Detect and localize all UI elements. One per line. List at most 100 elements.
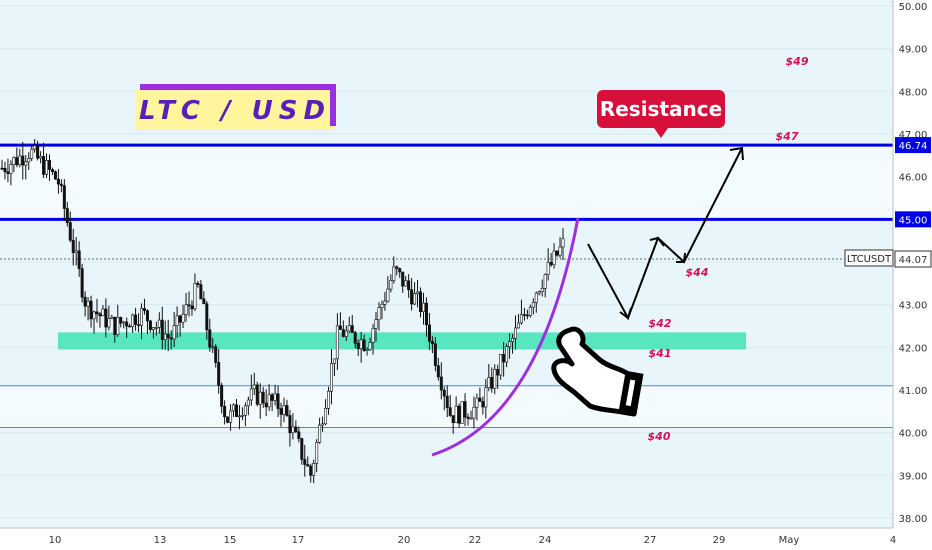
price-tick-label: 48.00 — [899, 87, 928, 98]
candle-body — [499, 354, 503, 376]
candle-body — [413, 293, 417, 305]
candle-body — [433, 343, 437, 366]
candle-body — [270, 394, 274, 401]
candle-body — [62, 185, 66, 209]
price-tick-label: 44.07 — [899, 255, 928, 266]
resistance-zone — [0, 145, 893, 220]
candle-body — [427, 324, 431, 342]
candle-body — [142, 308, 146, 311]
candle-body — [484, 387, 488, 408]
candle-body — [163, 333, 167, 340]
candle-body — [309, 465, 313, 476]
price-tag-bg — [895, 137, 931, 154]
candle-body — [404, 280, 408, 287]
candle-body — [202, 298, 206, 304]
candle-body — [543, 274, 547, 289]
candle-body — [540, 288, 544, 292]
candle-body — [279, 408, 283, 415]
candle-body — [324, 408, 328, 425]
candle-body — [154, 327, 158, 329]
candle-body — [490, 377, 494, 389]
candle-body — [282, 405, 286, 415]
candle-body — [288, 415, 292, 434]
candle-body — [211, 346, 215, 349]
candle-body — [74, 250, 78, 253]
candle-body — [419, 291, 423, 312]
candle-body — [338, 325, 342, 330]
candle-body — [445, 395, 449, 408]
candle-body — [511, 337, 515, 342]
candle-body — [475, 397, 479, 408]
candle-body — [392, 266, 396, 281]
candle-body — [383, 300, 387, 305]
candle-body — [389, 280, 393, 290]
candle-body — [505, 346, 509, 363]
candle-body — [252, 384, 256, 390]
candle-body — [71, 239, 75, 253]
candle-body — [33, 145, 37, 150]
candle-body — [276, 393, 280, 409]
candle-body — [487, 377, 491, 389]
candle-body — [457, 405, 461, 424]
ticker-tag: LTCUSDT — [844, 249, 894, 267]
candle-body — [344, 330, 348, 337]
candle-body — [549, 262, 553, 266]
candle-body — [555, 250, 559, 256]
candle-body — [398, 268, 402, 273]
candle-body — [59, 183, 63, 186]
candle-body — [469, 417, 473, 420]
candle-body — [534, 292, 538, 303]
candle-body — [478, 397, 482, 402]
time-tick-label: 24 — [539, 535, 552, 546]
candle-body — [214, 346, 218, 363]
candle-body — [77, 250, 81, 269]
candle-body — [374, 319, 378, 329]
candle-body — [0, 167, 4, 170]
candle-body — [335, 325, 339, 360]
candle-body — [359, 339, 363, 349]
candle-body — [493, 369, 497, 389]
candle-body — [463, 401, 467, 418]
price-tag-bg — [895, 211, 931, 228]
candle-body — [45, 160, 49, 175]
candle-body — [199, 284, 203, 300]
candle-body — [531, 302, 535, 308]
candle-body — [525, 314, 529, 317]
candle-body — [380, 303, 384, 308]
candle-body — [315, 442, 319, 464]
candle-body — [258, 391, 262, 405]
time-tick-label: 17 — [292, 535, 305, 546]
candle-body — [514, 327, 518, 339]
candle-body — [321, 423, 325, 426]
candle-body — [303, 459, 307, 465]
time-axis[interactable]: 10 13 15 17 20 22 24 27 29 May 4 — [49, 535, 897, 546]
candle-body — [365, 349, 369, 351]
time-tick-label: 20 — [398, 535, 411, 546]
candle-body — [9, 164, 13, 174]
candle-body — [119, 317, 123, 324]
candle-body — [448, 407, 452, 416]
price-tick-label: 49.00 — [899, 45, 928, 56]
candle-body — [21, 155, 25, 166]
candle-body — [39, 156, 43, 159]
candle-body — [294, 426, 298, 433]
candle-body — [451, 415, 455, 423]
candle-body — [89, 300, 93, 320]
candle-body — [371, 328, 375, 343]
candle-body — [217, 362, 221, 386]
resistance-label: Resistance — [600, 97, 722, 121]
candle-body — [502, 354, 506, 363]
candle-body — [98, 313, 102, 317]
candle-body — [249, 388, 253, 401]
candle-body — [327, 390, 331, 409]
candle-body — [56, 178, 60, 185]
candle-body — [151, 327, 155, 330]
time-tick-label: 4 — [890, 535, 896, 546]
candle-body — [175, 315, 179, 326]
thumbs-down-hand-icon — [551, 326, 644, 417]
candle-body — [27, 158, 31, 163]
price-tag-bg — [894, 250, 932, 268]
candle-body — [472, 406, 476, 419]
